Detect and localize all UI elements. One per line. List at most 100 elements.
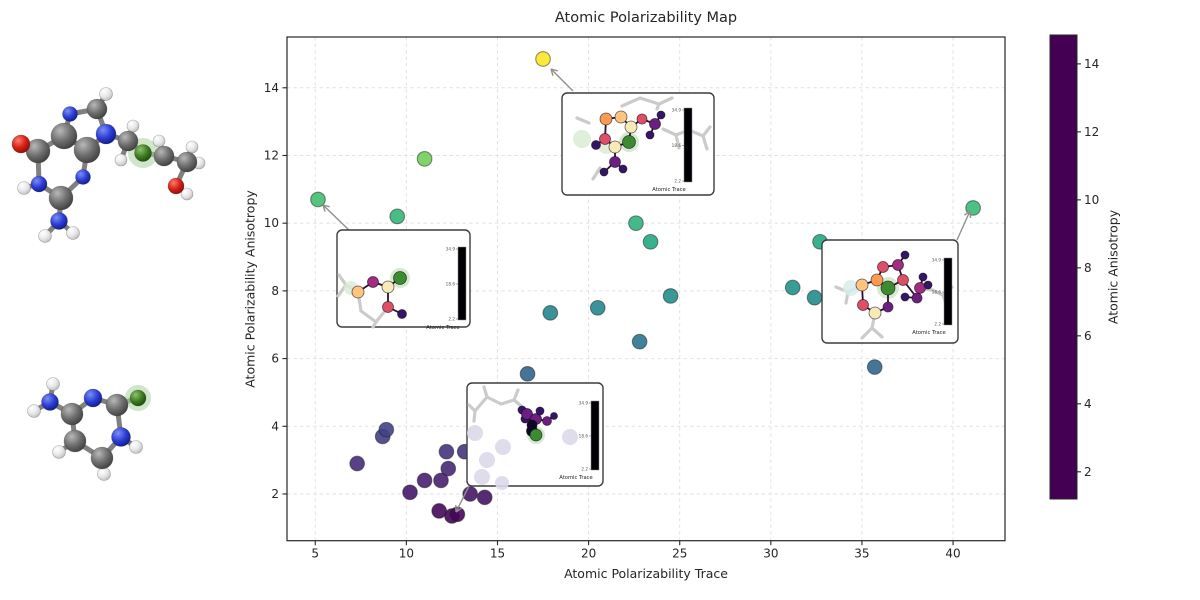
annotation-arrow-line bbox=[956, 210, 971, 241]
mini-colorbar-tick-label: 18.6 bbox=[672, 143, 682, 148]
mini-colorbar-tick-label: 34.9 bbox=[579, 401, 589, 406]
scatter-point bbox=[542, 305, 559, 321]
inset-molecule-atom-purple bbox=[911, 292, 923, 304]
molecule-atom-H bbox=[185, 140, 199, 154]
inset-molecule-atom-cream bbox=[608, 140, 622, 154]
mini-colorbar-tick-label: 34.9 bbox=[672, 108, 682, 113]
molecule-atom-H bbox=[114, 153, 128, 167]
scatter-point bbox=[440, 460, 457, 477]
annotation-arrow-head bbox=[550, 68, 554, 76]
x-tick-label: 20 bbox=[581, 547, 596, 561]
inset-molecule-atom-cream bbox=[381, 280, 395, 294]
scatter-point bbox=[519, 365, 536, 382]
molecule-atom-H bbox=[152, 134, 166, 148]
mini-colorbar-gradient bbox=[590, 400, 600, 471]
mini-colorbar-gradient bbox=[457, 246, 467, 321]
inset-molecule-atom-orange bbox=[599, 112, 613, 126]
mini-colorbar-gradient bbox=[683, 107, 693, 183]
inset-skeleton-bond bbox=[620, 96, 642, 108]
scatter-point bbox=[416, 151, 433, 167]
inset-skeleton-bond bbox=[591, 166, 602, 181]
inset-molecule-top: 34.9 18.6 2.2 Atomic Trace bbox=[561, 92, 715, 196]
colorbar-tick-label: 10 bbox=[1084, 193, 1099, 207]
colorbar: 2 4 6 8 10 12 14 bbox=[1049, 34, 1099, 500]
inset-molecule-atom-purple bbox=[882, 301, 894, 313]
scatter-point bbox=[402, 484, 418, 501]
inset-molecule-atom-navy bbox=[591, 140, 601, 150]
inset-molecule-atom-cream bbox=[624, 120, 638, 134]
mini-colorbar-label: Atomic Trace bbox=[559, 475, 592, 481]
inset-molecule-atom-navy bbox=[599, 167, 609, 177]
y-tick-label: 6 bbox=[271, 352, 279, 366]
molecule-atom-H bbox=[52, 445, 66, 459]
molecule-atom-H bbox=[99, 87, 113, 101]
mini-colorbar-tick-label: 18.6 bbox=[579, 434, 589, 439]
molecule-atom-C bbox=[86, 98, 108, 120]
inset-skeleton-bond bbox=[473, 395, 489, 413]
molecule-ball-stick-small bbox=[27, 377, 151, 481]
inset-faded-atom bbox=[495, 476, 509, 490]
colorbar-gradient bbox=[1049, 34, 1078, 500]
molecule-atom-C bbox=[153, 145, 175, 167]
scatter-point bbox=[806, 289, 823, 306]
annotation-arrow-head bbox=[455, 507, 463, 513]
inset-skeleton-bond bbox=[657, 96, 674, 106]
molecule-atom-C bbox=[50, 122, 78, 150]
x-tick-label: 40 bbox=[945, 547, 960, 561]
annotation-arrow-head bbox=[964, 210, 971, 216]
molecule-atom-H bbox=[126, 119, 140, 133]
y-tick-label: 10 bbox=[264, 216, 279, 230]
molecule-atom-N bbox=[41, 393, 59, 411]
inset-molecule-atom-red bbox=[636, 113, 648, 125]
inset-molecule-atom-tan bbox=[351, 285, 365, 299]
inset-skeleton-bond bbox=[930, 288, 945, 297]
mini-colorbar-tick-label: 34.9 bbox=[932, 258, 942, 263]
colorbar-tick-label: 2 bbox=[1084, 465, 1092, 479]
mini-colorbar-tick-label: 34.9 bbox=[446, 247, 456, 252]
molecule-atom-N bbox=[75, 169, 91, 185]
inset-skeleton-bond bbox=[512, 388, 520, 402]
scatter-point bbox=[438, 443, 455, 460]
y-tick-label: 12 bbox=[264, 148, 279, 162]
inset-molecule-bottom: 34.9 18.6 2.2 Atomic Trace bbox=[466, 382, 604, 490]
inset-faded-atom bbox=[495, 439, 511, 455]
inset-faded-atom bbox=[843, 280, 859, 296]
inset-molecule-atom-purple bbox=[609, 156, 621, 168]
mini-colorbar-tick-label: 18.6 bbox=[446, 282, 456, 287]
scatter-point bbox=[535, 51, 551, 67]
annotation-arrow-head bbox=[550, 68, 558, 72]
inset-skeleton-bond bbox=[674, 133, 681, 150]
colorbar-tick-label: 12 bbox=[1084, 125, 1099, 139]
inset-skeleton-bond bbox=[860, 326, 874, 340]
molecule-atom-C bbox=[176, 151, 198, 173]
mini-colorbar-tick-label: 18.6 bbox=[932, 290, 942, 295]
molecule-atom-G bbox=[129, 389, 147, 407]
annotation-arrows bbox=[322, 68, 972, 513]
scatter-point bbox=[662, 288, 679, 304]
molecule-ball-stick-large bbox=[11, 87, 206, 243]
inset-faded-atom bbox=[562, 429, 578, 445]
scatter-point bbox=[642, 233, 659, 250]
mini-colorbar-tick-label: 2.2 bbox=[674, 179, 681, 184]
scatter-point bbox=[449, 506, 466, 523]
colorbar-tick-label: 8 bbox=[1084, 261, 1092, 275]
inset-molecule-atom-navy bbox=[900, 292, 910, 302]
mini-colorbar-label: Atomic Trace bbox=[912, 330, 945, 336]
inset-faded-atom bbox=[474, 469, 490, 485]
inset-skeleton-bond bbox=[870, 326, 884, 339]
inset-molecule-atom-tan bbox=[855, 278, 869, 292]
inset-skeleton-bond bbox=[701, 125, 712, 138]
inset-skeleton-bond bbox=[638, 96, 661, 106]
inset-skeleton-bond bbox=[482, 385, 489, 399]
mini-colorbar-label: Atomic Trace bbox=[426, 325, 459, 331]
molecule-atom-C bbox=[73, 136, 101, 164]
inset-molecule-atom-purple bbox=[649, 118, 661, 130]
inset-molecule-atom-red bbox=[857, 299, 869, 311]
inset-molecule-right: 34.9 18.6 2.2 Atomic Trace bbox=[821, 239, 959, 344]
scatter-point bbox=[416, 472, 433, 489]
inset-skeleton-bond bbox=[472, 409, 477, 423]
scatter-point bbox=[784, 279, 801, 296]
mini-colorbar-tick-label: 2.2 bbox=[934, 322, 941, 327]
molecule-atom-H bbox=[66, 226, 80, 240]
inset-molecule-atom-navy bbox=[397, 309, 407, 319]
